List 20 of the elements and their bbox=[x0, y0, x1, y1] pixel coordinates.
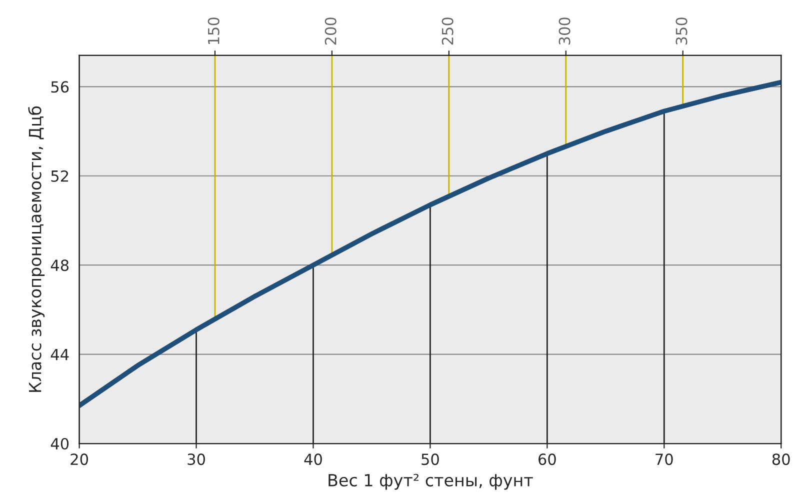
y-tick-label: 48 bbox=[50, 260, 69, 272]
y-tick-label: 44 bbox=[50, 348, 69, 360]
x-tick-label: 60 bbox=[538, 454, 556, 466]
y-tick-label: 40 bbox=[50, 438, 69, 450]
y-tick-label: 56 bbox=[51, 81, 69, 93]
x-tick-label: 80 bbox=[772, 454, 790, 466]
x-tick-label: 20 bbox=[70, 454, 88, 466]
x2-tick-label: 200 bbox=[324, 18, 336, 45]
x-axis-title: Вес 1 фут² стены, фунт bbox=[328, 474, 533, 490]
x2-tick-label: 300 bbox=[558, 18, 570, 45]
y-axis-title: Класс звукопроницаемости, Дцб bbox=[28, 106, 45, 392]
x-tick-label: 30 bbox=[188, 454, 205, 466]
x2-tick-label: 250 bbox=[442, 18, 454, 45]
x-tick-label: 40 bbox=[304, 454, 322, 466]
y-tick-label: 52 bbox=[51, 170, 68, 182]
x2-tick-label: 150 bbox=[208, 18, 220, 44]
line-series bbox=[79, 80, 782, 408]
x-tick-label: 50 bbox=[422, 454, 439, 466]
x2-tick-label: 350 bbox=[676, 18, 688, 45]
x-tick-label: 70 bbox=[656, 454, 673, 466]
